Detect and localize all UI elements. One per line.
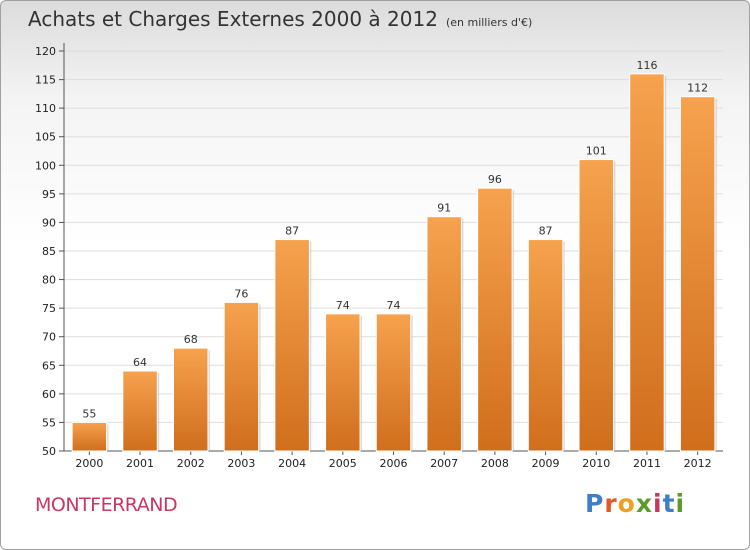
y-tick-label: 60 [42,388,56,401]
bar-value-label: 74 [387,299,401,312]
y-tick-label: 110 [35,102,56,115]
bar [629,73,665,452]
bar-value-label: 87 [539,225,553,238]
bar [274,239,310,452]
x-tick-label: 2004 [278,457,306,470]
bar [325,313,361,452]
x-tick-label: 2011 [633,457,661,470]
x-tick-label: 2002 [177,457,205,470]
bar [426,216,462,452]
x-tick-label: 2008 [481,457,509,470]
x-tick-label: 2000 [75,457,103,470]
y-tick-label: 85 [42,245,56,258]
bar [477,187,513,452]
bar [679,96,716,452]
y-tick-label: 115 [35,74,56,87]
bar [122,370,158,452]
x-tick-label: 2007 [430,457,458,470]
logo-letter: r [604,489,618,518]
bar-value-label: 55 [82,407,96,420]
y-tick-label: 70 [42,331,56,344]
bar-value-label: 116 [636,59,657,72]
bar [375,313,412,452]
y-tick-label: 80 [42,274,56,287]
y-tick-label: 65 [42,359,56,372]
bar [578,159,615,452]
chart-title-text: Achats et Charges Externes 2000 à 2012 [28,7,438,31]
commune-name: MONTFERRAND [35,494,178,516]
bar-value-label: 76 [234,287,248,300]
chart-subtitle: (en milliers d'€) [445,16,533,29]
bars [71,73,717,452]
x-tick-label: 2006 [380,457,408,470]
y-tick-label: 55 [42,416,56,429]
logo-letter: x [635,489,653,518]
x-tick-label: 2009 [532,457,560,470]
x-tick-label: 2010 [582,457,610,470]
bar [223,301,260,452]
y-tick-label: 120 [35,45,56,58]
bar-value-label: 64 [133,356,147,369]
logo-letter: i [675,489,686,518]
x-tick-label: 2001 [126,457,154,470]
proxiti-logo[interactable]: Proxiti [585,489,685,518]
bar-value-label: 112 [687,82,708,95]
y-tick-label: 95 [42,188,56,201]
bar-value-label: 87 [285,225,299,238]
bar [527,239,564,452]
y-tick-label: 90 [42,216,56,229]
y-tick-label: 50 [42,445,56,458]
bar-value-label: 96 [488,173,502,186]
x-tick-label: 2003 [227,457,255,470]
bar [172,347,209,452]
x-tick-label: 2012 [684,457,712,470]
bar-value-label: 91 [437,202,451,215]
y-tick-label: 105 [35,131,56,144]
chart-title: Achats et Charges Externes 2000 à 2012 (e… [28,7,532,31]
x-tick-label: 2005 [329,457,357,470]
y-tick-label: 75 [42,302,56,315]
bar-value-label: 74 [336,299,350,312]
labels: 55 2000 64 2001 68 2002 76 2003 87 2004 74 2005 74 20… [75,59,711,470]
y-tick-label: 100 [35,159,56,172]
logo-letter: i [653,489,663,518]
bar-value-label: 101 [586,145,607,158]
logo-letter: t [662,489,676,518]
logo-letter: P [585,489,605,518]
logo-letter: o [617,489,636,518]
bar [71,421,108,452]
bar-value-label: 68 [184,333,198,346]
